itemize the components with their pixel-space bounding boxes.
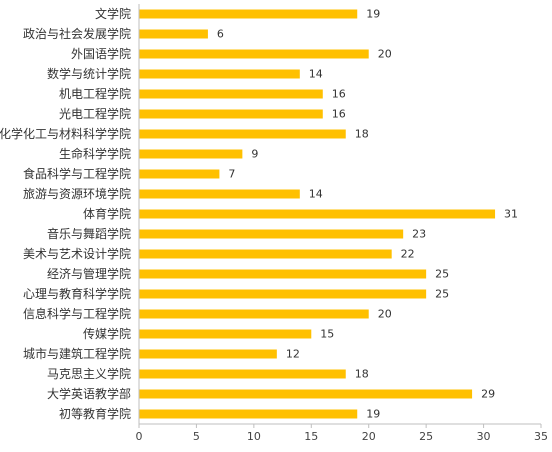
x-tick-label: 15 bbox=[304, 430, 318, 443]
category-label: 初等教育学院 bbox=[59, 406, 131, 421]
category-label: 文学院 bbox=[95, 6, 131, 21]
bar bbox=[139, 9, 358, 19]
bar bbox=[139, 249, 392, 259]
category-label: 外国语学院 bbox=[71, 46, 131, 61]
data-label: 18 bbox=[355, 128, 369, 141]
bar bbox=[139, 229, 404, 239]
category-label: 旅游与资源环境学院 bbox=[23, 186, 131, 201]
data-label: 14 bbox=[309, 68, 323, 81]
category-label: 机电工程学院 bbox=[59, 86, 131, 101]
data-label: 31 bbox=[504, 208, 518, 221]
data-label: 25 bbox=[435, 288, 449, 301]
data-label: 18 bbox=[355, 368, 369, 381]
bar bbox=[139, 109, 323, 119]
category-label: 传媒学院 bbox=[83, 326, 131, 341]
bar bbox=[139, 89, 323, 99]
category-label: 体育学院 bbox=[83, 206, 131, 221]
category-label: 音乐与舞蹈学院 bbox=[47, 226, 131, 241]
x-tick-label: 5 bbox=[193, 430, 200, 443]
x-tick-label: 10 bbox=[247, 430, 261, 443]
data-label: 7 bbox=[228, 168, 235, 181]
data-label: 22 bbox=[401, 248, 415, 261]
category-label: 食品科学与工程学院 bbox=[23, 166, 131, 181]
x-tick-label: 25 bbox=[419, 430, 433, 443]
category-label: 生命科学学院 bbox=[59, 146, 131, 161]
x-tick-label: 35 bbox=[534, 430, 548, 443]
data-label: 25 bbox=[435, 268, 449, 281]
bar bbox=[139, 329, 312, 339]
bar bbox=[139, 309, 369, 319]
category-label: 心理与教育科学学院 bbox=[23, 286, 131, 301]
category-label: 光电工程学院 bbox=[59, 106, 131, 121]
data-label: 29 bbox=[481, 388, 495, 401]
bar bbox=[139, 209, 496, 219]
category-label: 信息科学与工程学院 bbox=[23, 306, 131, 321]
bar bbox=[139, 189, 300, 199]
x-tick-label: 0 bbox=[136, 430, 143, 443]
bar bbox=[139, 349, 277, 359]
data-label: 14 bbox=[309, 188, 323, 201]
data-label: 20 bbox=[378, 48, 392, 61]
x-tick-label: 20 bbox=[362, 430, 376, 443]
data-label: 19 bbox=[366, 408, 380, 421]
data-label: 15 bbox=[320, 328, 334, 341]
bar bbox=[139, 29, 208, 39]
bars-group bbox=[139, 9, 496, 419]
data-label: 9 bbox=[251, 148, 258, 161]
bar bbox=[139, 389, 473, 399]
category-label: 数学与统计学院 bbox=[47, 66, 131, 81]
bar bbox=[139, 69, 300, 79]
bar bbox=[139, 289, 427, 299]
data-label: 16 bbox=[332, 88, 346, 101]
bar bbox=[139, 129, 346, 139]
bar bbox=[139, 169, 220, 179]
category-labels: 文学院政治与社会发展学院外国语学院数学与统计学院机电工程学院光电工程学院化学化工… bbox=[0, 6, 131, 421]
category-label: 美术与艺术设计学院 bbox=[23, 246, 131, 261]
category-label: 政治与社会发展学院 bbox=[23, 26, 131, 41]
bar bbox=[139, 269, 427, 279]
data-label: 19 bbox=[366, 8, 380, 21]
category-label: 经济与管理学院 bbox=[47, 266, 131, 281]
bar bbox=[139, 409, 358, 419]
data-label: 23 bbox=[412, 228, 426, 241]
bar bbox=[139, 149, 243, 159]
data-label: 6 bbox=[217, 28, 224, 41]
category-label: 马克思主义学院 bbox=[47, 366, 131, 381]
category-label: 化学化工与材料科学学院 bbox=[0, 126, 131, 141]
category-label: 城市与建筑工程学院 bbox=[23, 346, 131, 361]
data-label: 16 bbox=[332, 108, 346, 121]
x-axis-ticks: 0 5 10 15 20 25 30 35 bbox=[136, 424, 548, 443]
bar bbox=[139, 49, 369, 59]
x-tick-label: 30 bbox=[477, 430, 491, 443]
value-labels: 19 6 20 14 16 16 18 9 7 14 31 23 22 25 25 20 15 12 18 29 19 bbox=[217, 8, 518, 421]
data-label: 12 bbox=[286, 348, 300, 361]
data-label: 20 bbox=[378, 308, 392, 321]
category-label: 大学英语教学部 bbox=[47, 386, 131, 401]
bar bbox=[139, 369, 346, 379]
